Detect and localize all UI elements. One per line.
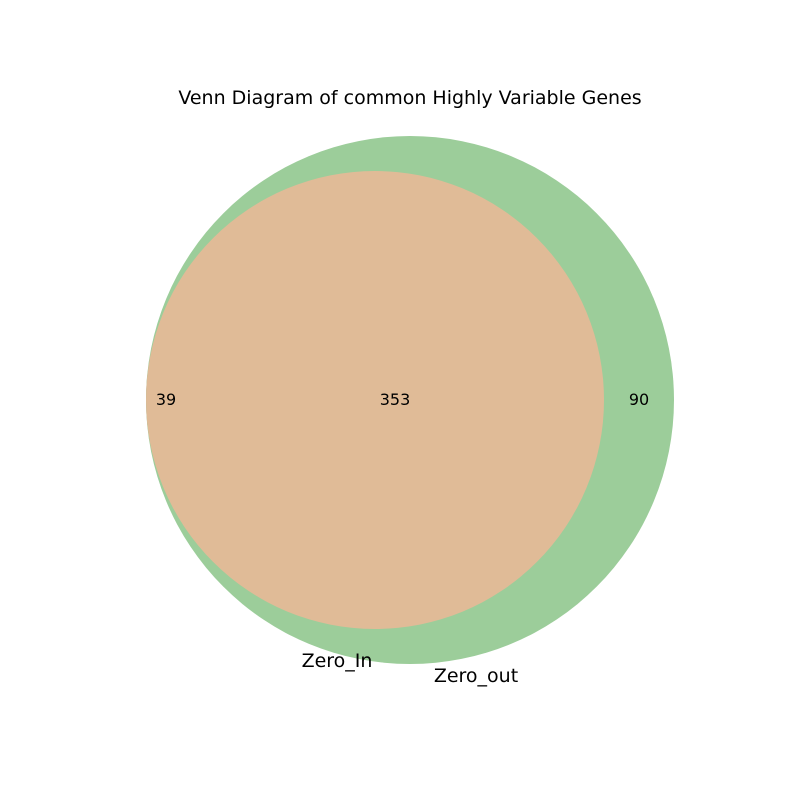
zero-out-only-count: 90 (629, 390, 649, 409)
intersection-region (146, 171, 604, 629)
set-label-zero-in: Zero_In (302, 650, 373, 672)
diagram-title: Venn Diagram of common Highly Variable G… (178, 87, 641, 109)
zero-in-only-count: 39 (156, 390, 176, 409)
intersection-count: 353 (380, 390, 411, 409)
set-label-zero-out: Zero_out (434, 665, 518, 687)
